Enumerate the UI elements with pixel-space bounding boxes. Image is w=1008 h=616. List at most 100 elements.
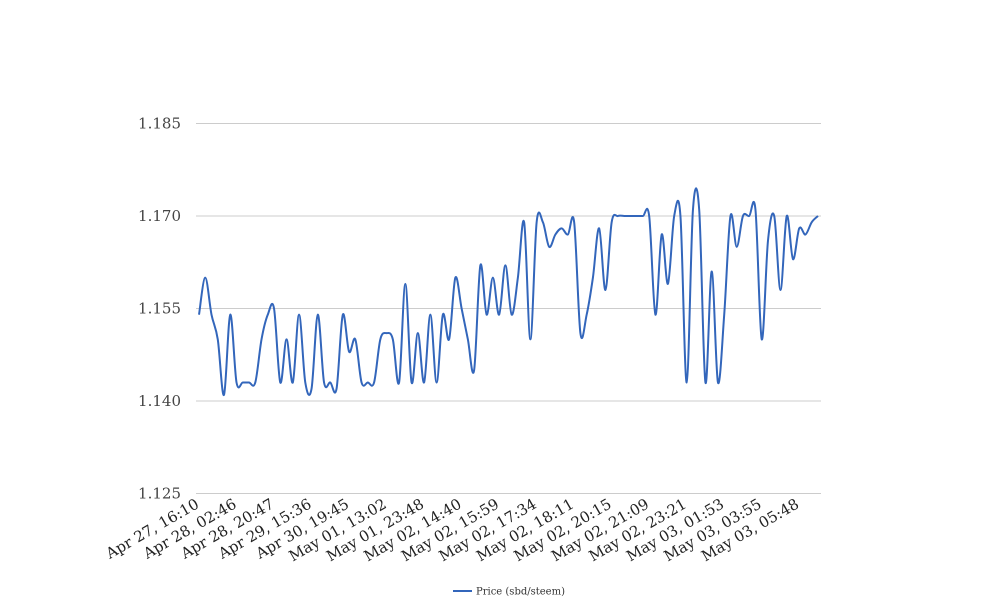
data-point — [360, 381, 364, 385]
data-point — [222, 393, 226, 397]
data-point — [435, 381, 439, 385]
data-point — [278, 381, 282, 385]
data-point — [653, 313, 657, 317]
data-point — [397, 381, 401, 385]
data-point — [810, 220, 814, 224]
data-point — [303, 381, 307, 385]
data-point — [697, 208, 701, 212]
data-point — [610, 220, 614, 224]
data-point — [491, 276, 495, 280]
data-point — [385, 331, 389, 335]
data-point — [366, 381, 370, 385]
data-point — [585, 313, 589, 317]
data-point — [778, 288, 782, 292]
data-point — [210, 313, 214, 317]
data-point — [572, 220, 576, 224]
data-point — [253, 381, 257, 385]
data-point — [510, 313, 514, 317]
data-point — [316, 313, 320, 317]
data-point — [553, 233, 557, 237]
data-point — [216, 337, 220, 341]
data-point — [422, 381, 426, 385]
data-point — [472, 368, 476, 372]
data-point — [322, 381, 326, 385]
data-point — [478, 263, 482, 267]
y-tick-label: 1.185 — [138, 115, 181, 133]
data-point — [716, 381, 720, 385]
data-point — [516, 276, 520, 280]
data-point — [678, 214, 682, 218]
data-point — [372, 381, 376, 385]
y-axis-tick-labels: 1.185 1.170 1.155 1.140 1.125 — [138, 115, 181, 503]
data-point — [503, 263, 507, 267]
data-point — [241, 381, 245, 385]
data-point — [297, 313, 301, 317]
y-tick-label: 1.140 — [138, 392, 181, 410]
data-point — [747, 214, 751, 218]
y-tick-label: 1.125 — [138, 485, 181, 503]
data-point — [591, 276, 595, 280]
data-point — [766, 239, 770, 243]
data-point — [247, 381, 251, 385]
data-point — [497, 313, 501, 317]
data-point — [816, 214, 820, 218]
data-point — [566, 233, 570, 237]
data-point — [528, 337, 532, 341]
data-point — [672, 214, 676, 218]
data-point — [616, 214, 620, 218]
data-point — [203, 276, 207, 280]
data-point — [641, 214, 645, 218]
data-point — [328, 381, 332, 385]
data-point — [622, 214, 626, 218]
data-point — [560, 226, 564, 230]
data-point — [410, 381, 414, 385]
data-point — [416, 331, 420, 335]
data-point — [691, 208, 695, 212]
data-point — [310, 387, 314, 391]
data-point — [522, 220, 526, 224]
data-point — [647, 214, 651, 218]
data-point — [272, 307, 276, 311]
data-point — [260, 337, 264, 341]
series-line-price — [198, 187, 819, 396]
data-point — [760, 337, 764, 341]
data-point — [466, 337, 470, 341]
y-tick-label: 1.170 — [138, 207, 181, 225]
data-point — [235, 381, 239, 385]
data-point — [197, 313, 201, 317]
data-point — [735, 245, 739, 249]
y-tick-label: 1.155 — [138, 300, 181, 318]
data-point — [447, 337, 451, 341]
series-layer — [197, 187, 820, 397]
gridlines — [196, 123, 821, 494]
data-point — [403, 282, 407, 286]
data-point — [285, 337, 289, 341]
data-point — [347, 350, 351, 354]
data-point — [710, 270, 714, 274]
data-point — [335, 387, 339, 391]
legend-label-price: Price (sbd/steem) — [476, 587, 565, 598]
data-point — [266, 313, 270, 317]
data-point — [460, 307, 464, 311]
data-point — [578, 331, 582, 335]
data-point — [685, 381, 689, 385]
data-point — [791, 257, 795, 261]
data-point — [291, 381, 295, 385]
data-point — [803, 233, 807, 237]
data-point — [660, 233, 664, 237]
data-point — [378, 337, 382, 341]
data-point — [341, 313, 345, 317]
data-point — [797, 226, 801, 230]
data-point — [628, 214, 632, 218]
data-point — [597, 226, 601, 230]
data-point — [666, 282, 670, 286]
legend: Price (sbd/steem) — [453, 587, 565, 598]
data-point — [441, 313, 445, 317]
data-point — [772, 214, 776, 218]
data-point — [353, 337, 357, 341]
data-point — [722, 313, 726, 317]
data-point — [228, 313, 232, 317]
data-point — [741, 214, 745, 218]
